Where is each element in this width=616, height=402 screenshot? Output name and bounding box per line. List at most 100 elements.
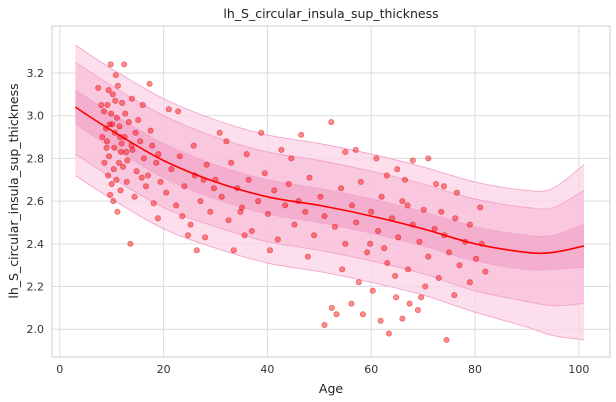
data-point (117, 187, 124, 194)
data-point (113, 176, 120, 183)
data-point (116, 159, 123, 166)
y-tick-label: 2.4 (27, 238, 45, 251)
data-point (114, 82, 121, 89)
data-point (393, 294, 400, 301)
data-point (202, 234, 209, 241)
data-point (228, 159, 235, 166)
data-point (103, 144, 110, 151)
band-edge-line (75, 153, 585, 307)
data-point (122, 110, 129, 117)
data-point (181, 183, 188, 190)
data-point (394, 166, 401, 173)
data-point (104, 138, 111, 145)
data-point (237, 208, 244, 215)
data-point (369, 287, 376, 294)
data-point (425, 253, 432, 260)
data-point (261, 170, 268, 177)
data-point (298, 131, 305, 138)
x-tick-label: 0 (56, 363, 63, 376)
data-point (399, 315, 406, 322)
data-point (409, 157, 416, 164)
data-point (121, 61, 128, 68)
data-point (109, 91, 116, 98)
data-point (378, 193, 385, 200)
data-point (401, 176, 408, 183)
data-point (107, 61, 114, 68)
band-edge-line (75, 175, 585, 341)
data-point (230, 247, 237, 254)
data-point (108, 181, 115, 188)
data-point (216, 129, 223, 136)
data-point (435, 274, 442, 281)
x-tick-label: 80 (468, 363, 482, 376)
data-point (264, 210, 271, 217)
data-point (420, 206, 427, 213)
y-tick-label: 2.0 (27, 323, 45, 336)
data-point (338, 185, 345, 192)
y-tick-label: 2.8 (27, 152, 45, 165)
data-point (367, 240, 374, 247)
data-point (333, 311, 340, 318)
data-point (163, 189, 170, 196)
data-point (108, 110, 115, 117)
data-point (274, 236, 281, 243)
data-point (175, 108, 182, 115)
data-point (348, 300, 355, 307)
data-point (446, 249, 453, 256)
data-point (385, 330, 392, 337)
data-point (105, 87, 112, 94)
data-point (422, 283, 429, 290)
data-point (197, 198, 204, 205)
y-tick-label: 2.2 (27, 281, 45, 294)
scatter-points (95, 61, 489, 343)
x-tick-label: 40 (260, 363, 274, 376)
band-edge-line (75, 61, 585, 210)
data-point (302, 208, 309, 215)
data-point (125, 119, 132, 126)
data-point (433, 181, 440, 188)
data-point (331, 223, 338, 230)
data-point (425, 155, 432, 162)
data-point (321, 321, 328, 328)
data-point (466, 279, 473, 286)
data-point (383, 172, 390, 179)
data-point (105, 172, 112, 179)
data-point (193, 247, 200, 254)
data-point (255, 198, 262, 205)
y-tick-label: 3.0 (27, 110, 45, 123)
data-point (132, 129, 139, 136)
data-point (271, 187, 278, 194)
data-point (374, 228, 381, 235)
data-point (112, 97, 119, 104)
data-point (185, 232, 192, 239)
data-point (147, 127, 154, 134)
data-point (406, 300, 413, 307)
data-point (104, 102, 111, 109)
data-point (107, 191, 114, 198)
data-point (359, 311, 366, 318)
data-point (342, 240, 349, 247)
data-point (106, 153, 113, 160)
data-point (223, 138, 230, 145)
data-point (414, 306, 421, 313)
data-point (165, 106, 172, 113)
data-point (123, 149, 130, 156)
data-point (311, 232, 318, 239)
data-point (453, 189, 460, 196)
data-point (477, 204, 484, 211)
y-tick-label: 3.2 (27, 67, 45, 80)
data-point (443, 336, 450, 343)
data-point (146, 80, 153, 87)
y-tick-labels: 2.0 2.2 2.4 2.6 2.8 3.0 3.2 (27, 67, 45, 336)
data-point (416, 238, 423, 245)
data-point (153, 159, 160, 166)
data-point (133, 168, 140, 175)
data-point (438, 208, 445, 215)
data-point (395, 234, 402, 241)
data-point (357, 178, 364, 185)
plot-frame (51, 25, 611, 358)
data-point (288, 155, 295, 162)
data-point (440, 183, 447, 190)
data-point (405, 266, 412, 273)
